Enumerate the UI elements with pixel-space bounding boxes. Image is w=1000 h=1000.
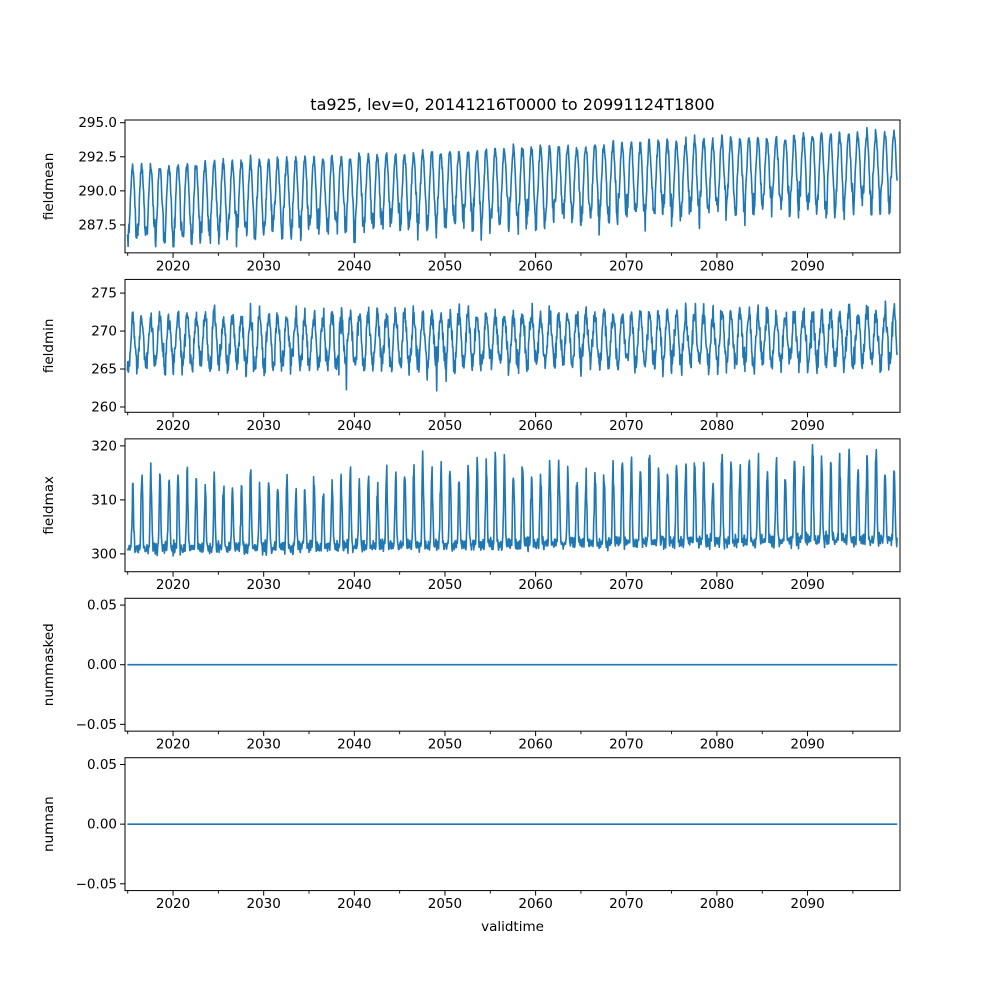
x-tick-label: 2070 (609, 737, 643, 753)
x-tick-label: 2090 (790, 418, 824, 434)
y-tick-label: −0.05 (76, 717, 117, 733)
y-tick-label: 292.5 (78, 149, 117, 165)
y-tick-label: 0.05 (87, 757, 117, 773)
x-tick-label: 2020 (156, 896, 190, 912)
y-tick-label: 300 (91, 546, 117, 562)
x-tick-label: 2080 (700, 577, 734, 593)
series-line-fieldmean (126, 126, 898, 248)
figure-title: ta925, lev=0, 20141216T0000 to 20991124T… (310, 95, 714, 114)
y-tick-label: 270 (91, 324, 117, 340)
y-tick-label: 295.0 (78, 115, 117, 131)
y-tick-label: 275 (91, 286, 117, 302)
y-axis-label-nummasked: nummasked (41, 623, 57, 706)
y-tick-label: 290.0 (78, 183, 117, 199)
x-tick-label: 2040 (337, 896, 371, 912)
x-tick-label: 2060 (518, 418, 552, 434)
y-tick-label: 260 (91, 399, 117, 415)
x-tick-label: 2060 (518, 896, 552, 912)
x-tick-label: 2050 (428, 418, 462, 434)
y-tick-label: 310 (91, 492, 117, 508)
x-tick-label: 2060 (518, 737, 552, 753)
x-tick-label: 2070 (609, 258, 643, 274)
axes-frame-fieldmax (124, 438, 901, 573)
x-tick-label: 2040 (337, 577, 371, 593)
x-tick-label: 2030 (247, 418, 281, 434)
x-tick-label: 2030 (247, 896, 281, 912)
y-tick-label: 265 (91, 362, 117, 378)
subplot-nummasked: 2020 2030 2040 2050 2060 2070 2080 2090 −0.05 0.0… (41, 598, 901, 753)
x-tick-label: 2050 (428, 577, 462, 593)
subplot-fieldmax: 2020 2030 2040 2050 2060 2070 2080 2090 300 310 32… (41, 438, 901, 593)
y-axis-label-fieldmin: fieldmin (41, 319, 57, 374)
x-tick-label: 2090 (790, 737, 824, 753)
x-tick-label: 2020 (156, 258, 190, 274)
x-tick-label: 2050 (428, 258, 462, 274)
series-line-fieldmin (126, 300, 898, 392)
x-tick-label: 2080 (700, 418, 734, 434)
subplot-fieldmean: 2020 2030 2040 2050 2060 2070 2080 2090 287.5 290… (41, 115, 901, 274)
x-tick-label: 2020 (156, 418, 190, 434)
x-tick-label: 2040 (337, 737, 371, 753)
y-tick-label: −0.05 (76, 876, 117, 892)
x-tick-label: 2080 (700, 258, 734, 274)
y-tick-label: 0.00 (87, 657, 117, 673)
axes-frame-fieldmin (124, 278, 901, 413)
x-tick-label: 2030 (247, 258, 281, 274)
x-tick-label: 2090 (790, 577, 824, 593)
y-tick-label: 0.00 (87, 817, 117, 833)
y-tick-label: 320 (91, 438, 117, 454)
x-tick-label: 2060 (518, 258, 552, 274)
x-tick-label: 2070 (609, 896, 643, 912)
subplot-fieldmin: 2020 2030 2040 2050 2060 2070 2080 2090 260 265 27… (41, 278, 901, 434)
x-tick-label: 2070 (609, 418, 643, 434)
x-tick-label: 2090 (790, 258, 824, 274)
x-tick-label: 2030 (247, 737, 281, 753)
x-tick-label: 2040 (337, 258, 371, 274)
y-axis-label-fieldmax: fieldmax (41, 476, 57, 535)
x-tick-label: 2070 (609, 577, 643, 593)
x-tick-label: 2080 (700, 896, 734, 912)
y-axis-label-numnan: numnan (41, 796, 57, 852)
x-tick-label: 2080 (700, 737, 734, 753)
x-tick-label: 2040 (337, 418, 371, 434)
x-tick-label: 2030 (247, 577, 281, 593)
x-axis-label: validtime (481, 919, 544, 935)
y-tick-label: 0.05 (87, 598, 117, 614)
y-axis-label-fieldmean: fieldmean (41, 153, 57, 220)
x-tick-label: 2020 (156, 577, 190, 593)
series-line-fieldmax (126, 443, 898, 557)
subplot-numnan: 2020 2030 2040 2050 2060 2070 2080 2090 −0.05 0.0… (41, 757, 901, 912)
subplots-group: 2020 2030 2040 2050 2060 2070 2080 2090 287.5 290… (41, 115, 901, 912)
x-tick-label: 2090 (790, 896, 824, 912)
x-tick-label: 2060 (518, 577, 552, 593)
axes-frame-fieldmean (124, 119, 901, 254)
x-tick-label: 2020 (156, 737, 190, 753)
y-tick-label: 287.5 (78, 217, 117, 233)
x-tick-label: 2050 (428, 737, 462, 753)
x-tick-label: 2050 (428, 896, 462, 912)
